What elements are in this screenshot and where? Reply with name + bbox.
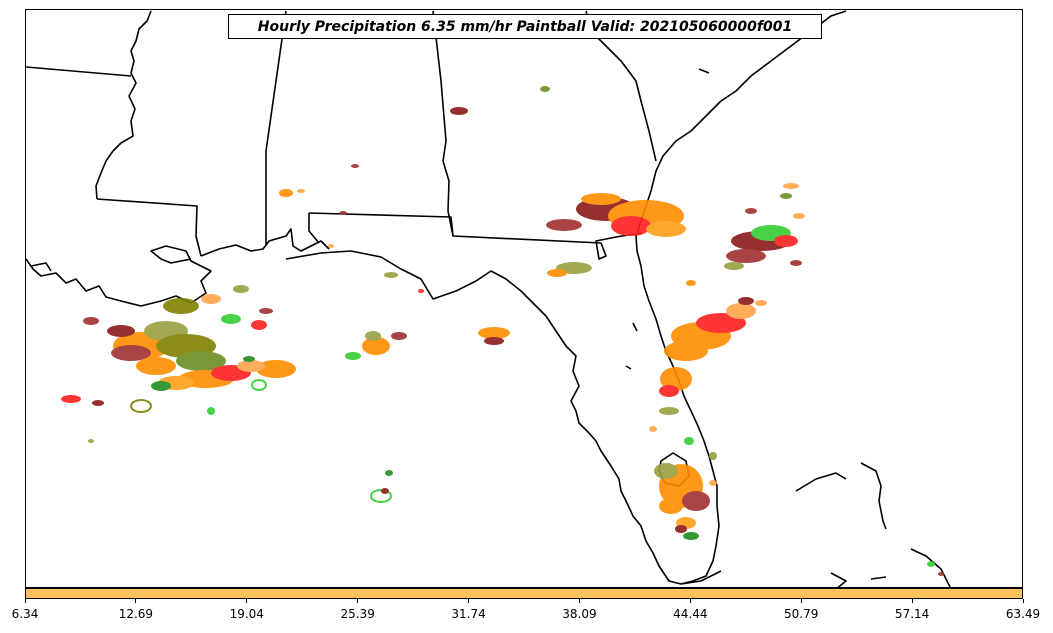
- colorbar-tick-mark: [911, 599, 913, 603]
- precipitation-paintball: [61, 86, 944, 576]
- map-title: Hourly Precipitation 6.35 mm/hr Paintbal…: [228, 14, 822, 39]
- map-panel: [25, 9, 1023, 588]
- colorbar-tick-label: 19.04: [229, 607, 264, 621]
- colorbar-tick-mark: [468, 599, 470, 603]
- colorbar-tick-mark: [135, 599, 137, 603]
- map-canvas: [26, 10, 951, 587]
- colorbar-tick-label: 57.14: [894, 607, 930, 621]
- colorbar-tick-mark: [357, 599, 359, 603]
- colorbar-tick-label: 12.69: [118, 607, 154, 621]
- colorbar: [25, 588, 1023, 599]
- colorbar-tick-mark: [1022, 599, 1024, 603]
- colorbar-tick-label: 50.79: [784, 607, 819, 621]
- colorbar-tick-mark: [689, 599, 691, 603]
- colorbar-tick-mark: [246, 599, 248, 603]
- colorbar-tick-label: 63.49: [1005, 607, 1041, 621]
- colorbar-tick-mark: [800, 599, 802, 603]
- colorbar-tick-label: 6.34: [11, 607, 39, 621]
- colorbar-tick-label: 44.44: [673, 607, 708, 621]
- coastline-and-state-boundaries: [26, 10, 951, 587]
- colorbar-tick-mark: [24, 599, 26, 603]
- colorbar-tick-mark: [578, 599, 580, 603]
- colorbar-tick-label: 38.09: [562, 607, 597, 621]
- colorbar-tick-label: 25.39: [340, 607, 375, 621]
- colorbar-tick-label: 31.74: [451, 607, 486, 621]
